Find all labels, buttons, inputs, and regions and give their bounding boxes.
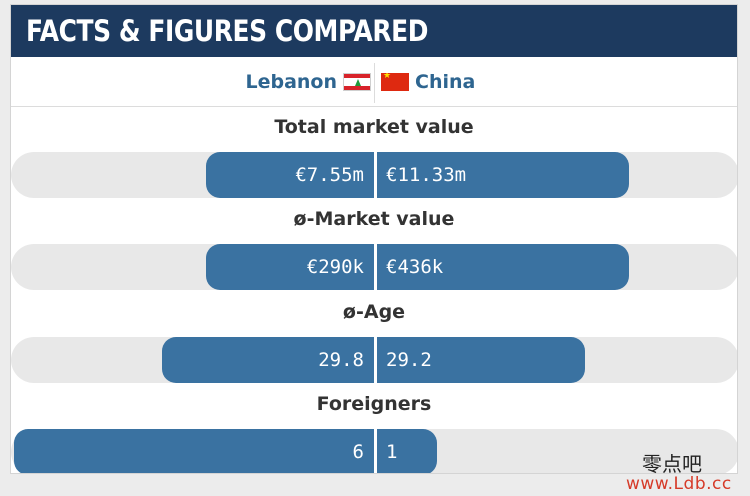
stat-track: 6 1 xyxy=(11,429,737,473)
lebanon-flag-icon xyxy=(343,73,371,91)
stat-bar-left: €7.55m xyxy=(206,152,374,198)
stat-track: €290k €436k xyxy=(11,244,737,290)
stat-bar-left: €290k xyxy=(206,244,374,290)
panel-title: FACTS & FIGURES COMPARED xyxy=(26,14,429,48)
stat-bar-right: 29.2 xyxy=(377,337,585,383)
watermark-chinese: 零点吧 xyxy=(642,452,702,476)
comparison-panel: FACTS & FIGURES COMPARED Lebanon China T… xyxy=(10,4,738,474)
stat-bar-left: 6 xyxy=(14,429,374,473)
team-right-name: China xyxy=(415,71,476,93)
stat-bar-left: 29.8 xyxy=(162,337,374,383)
china-flag-icon xyxy=(381,73,409,91)
team-left-name: Lebanon xyxy=(245,71,337,93)
stat-separator xyxy=(374,429,377,473)
stat-track: 29.8 29.2 xyxy=(11,337,737,383)
team-lebanon[interactable]: Lebanon xyxy=(245,57,371,107)
stat-track: €7.55m €11.33m xyxy=(11,152,737,198)
team-divider xyxy=(374,63,375,103)
teams-row: Lebanon China xyxy=(11,57,737,107)
stat-separator xyxy=(374,152,377,198)
stat-title: Foreigners xyxy=(316,393,432,415)
team-china[interactable]: China xyxy=(381,57,475,107)
stat-separator xyxy=(374,244,377,290)
stat-bar-right: 1 xyxy=(377,429,437,473)
watermark-url: www.Ldb.cc xyxy=(626,474,732,494)
stat-separator xyxy=(374,337,377,383)
stat-title: ø-Age xyxy=(342,301,406,323)
panel-header: FACTS & FIGURES COMPARED xyxy=(11,5,737,57)
stat-title: ø-Market value xyxy=(293,208,455,230)
stat-bar-right: €436k xyxy=(377,244,629,290)
stat-bar-right: €11.33m xyxy=(377,152,629,198)
stat-title: Total market value xyxy=(274,116,474,138)
